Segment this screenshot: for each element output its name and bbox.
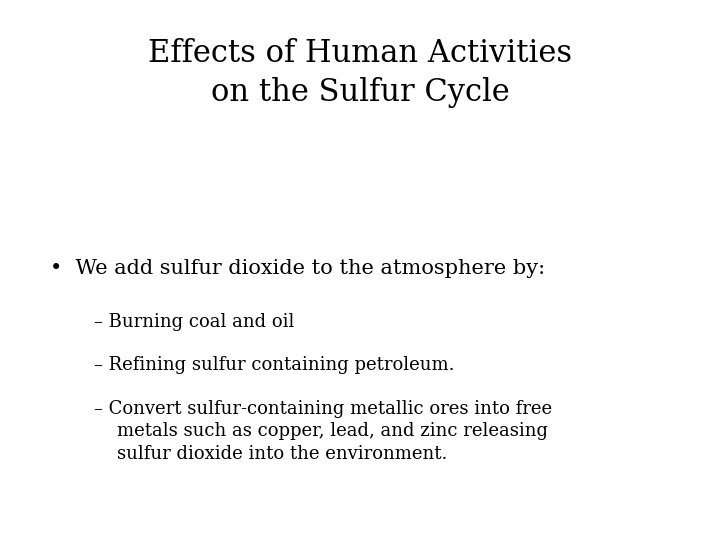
Text: – Refining sulfur containing petroleum.: – Refining sulfur containing petroleum. (94, 356, 454, 374)
Text: •  We add sulfur dioxide to the atmosphere by:: • We add sulfur dioxide to the atmospher… (50, 259, 546, 278)
Text: – Convert sulfur-containing metallic ores into free
    metals such as copper, l: – Convert sulfur-containing metallic ore… (94, 400, 552, 463)
Text: – Burning coal and oil: – Burning coal and oil (94, 313, 294, 331)
Text: Effects of Human Activities
on the Sulfur Cycle: Effects of Human Activities on the Sulfu… (148, 38, 572, 108)
